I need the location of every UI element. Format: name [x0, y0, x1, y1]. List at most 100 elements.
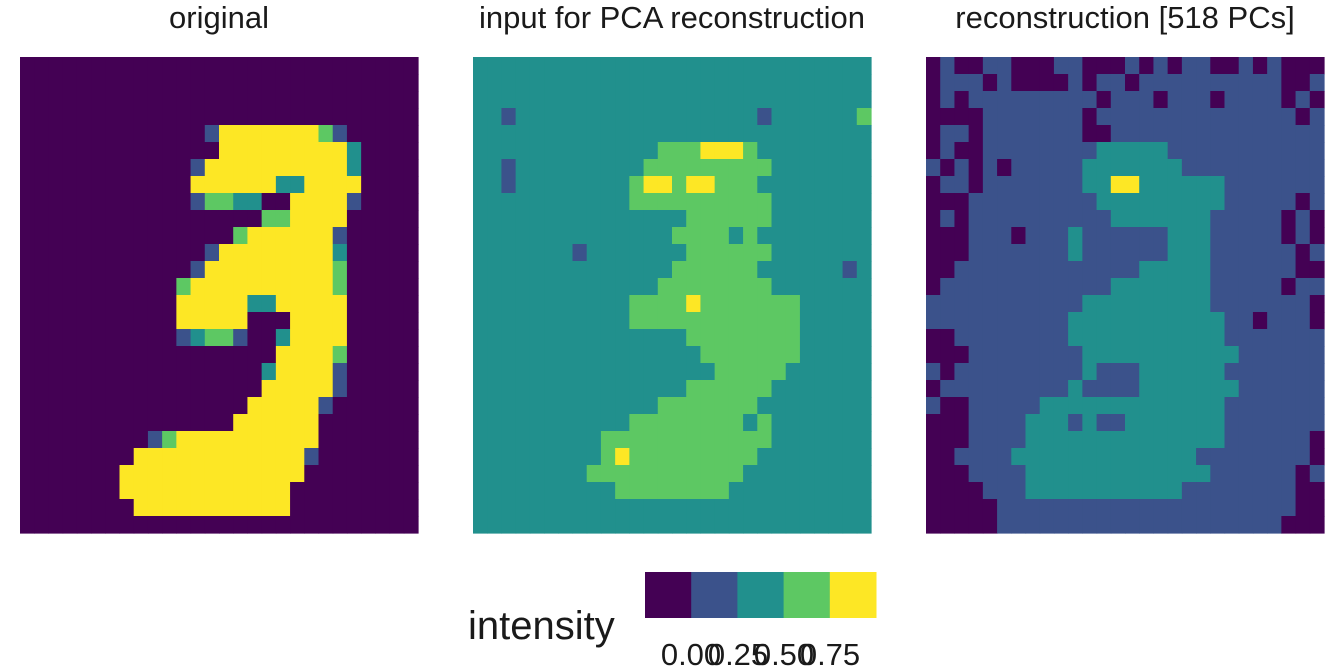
heatmap-cell [982, 159, 998, 177]
heatmap-cell [361, 108, 376, 126]
heatmap-cell [828, 329, 844, 347]
heatmap-cell [1039, 329, 1055, 347]
heatmap-cell [686, 108, 702, 126]
heatmap-cell [1210, 74, 1226, 92]
heatmap-cell [643, 125, 659, 143]
heatmap-cell [1096, 176, 1112, 194]
heatmap-cell [672, 244, 687, 262]
heatmap-cell [20, 125, 35, 143]
heatmap-cell [190, 227, 206, 245]
heatmap-cell [62, 380, 78, 398]
heatmap-cell [828, 261, 844, 279]
heatmap-cell [643, 142, 659, 160]
heatmap-cell [1295, 431, 1311, 449]
heatmap-cell [529, 448, 545, 466]
heatmap-cell [176, 125, 192, 143]
heatmap-cell [389, 499, 405, 517]
heatmap-cell [714, 448, 730, 466]
heatmap-cell [757, 312, 773, 330]
heatmap-cell [1295, 380, 1311, 398]
heatmap-cell [105, 482, 121, 500]
heatmap-cell [615, 329, 630, 347]
heatmap-cell [1025, 108, 1041, 126]
heatmap-cell [1039, 346, 1055, 364]
heatmap-cell [672, 414, 687, 432]
heatmap-cell [629, 142, 645, 160]
heatmap-cell [1267, 125, 1282, 143]
heatmap-cell [247, 142, 263, 160]
heatmap-cell [1082, 482, 1098, 500]
heatmap-cell [997, 431, 1012, 449]
heatmap-cell [147, 108, 163, 126]
heatmap-cell [785, 142, 801, 160]
heatmap-cell [105, 380, 121, 398]
heatmap-cell [1224, 159, 1240, 177]
heatmap-cell [473, 431, 488, 449]
heatmap-cell [657, 227, 673, 245]
heatmap-cell [290, 312, 305, 330]
heatmap-cell [997, 108, 1012, 126]
heatmap-cell [247, 397, 263, 415]
heatmap-cell [743, 363, 758, 381]
heatmap-cell [487, 176, 503, 194]
heatmap-cell [375, 516, 391, 534]
heatmap-cell [318, 108, 334, 126]
heatmap-cell [940, 108, 956, 126]
heatmap-cell [799, 380, 815, 398]
heatmap-cell [926, 448, 941, 466]
heatmap-cell [290, 465, 305, 483]
heatmap-cell [1053, 74, 1069, 92]
heatmap-cell [771, 363, 787, 381]
heatmap-cell [190, 91, 206, 109]
heatmap-cell [204, 431, 220, 449]
heatmap-cell [1011, 465, 1027, 483]
heatmap-cell [515, 431, 531, 449]
heatmap-cell [1082, 159, 1098, 177]
heatmap-cell [261, 227, 277, 245]
heatmap-cell [162, 193, 177, 211]
heatmap-cell [997, 278, 1012, 296]
heatmap-cell [558, 125, 574, 143]
heatmap-cell [615, 431, 630, 449]
heatmap-cell [176, 244, 192, 262]
heatmap-cell [318, 329, 334, 347]
heatmap-cell [1025, 465, 1041, 483]
heatmap-cell [1011, 431, 1027, 449]
heatmap-cell [261, 363, 277, 381]
heatmap-cell [856, 380, 872, 398]
heatmap-cell [757, 414, 773, 432]
heatmap-cell [856, 346, 872, 364]
heatmap-cell [643, 108, 659, 126]
heatmap-cell [515, 261, 531, 279]
heatmap-cell [757, 261, 773, 279]
heatmap-cell [926, 125, 941, 143]
legend-swatch [645, 572, 692, 618]
heatmap-cell [76, 108, 92, 126]
heatmap-cell [940, 57, 956, 75]
heatmap-cell [247, 74, 263, 92]
heatmap-cell [1082, 91, 1098, 109]
heatmap-cell [133, 295, 149, 313]
heatmap-cell [76, 261, 92, 279]
heatmap-cell [544, 465, 559, 483]
heatmap-cell [1238, 142, 1254, 160]
heatmap-cell [1238, 482, 1254, 500]
heatmap-cell [304, 397, 320, 415]
heatmap-cell [926, 159, 941, 177]
heatmap-cell [643, 74, 659, 92]
heatmap-cell [389, 448, 405, 466]
heatmap-cell [529, 363, 545, 381]
heatmap-cell [940, 380, 956, 398]
heatmap-cell [1110, 431, 1126, 449]
heatmap-cell [204, 346, 220, 364]
heatmap-cell [1181, 91, 1197, 109]
heatmap-cell [728, 448, 744, 466]
heatmap-cell [1295, 465, 1311, 483]
heatmap-cell [1309, 499, 1325, 517]
heatmap-cell [290, 227, 305, 245]
heatmap-cell [672, 142, 687, 160]
heatmap-cell [162, 414, 177, 432]
heatmap-cell [968, 261, 984, 279]
heatmap-cell [1252, 210, 1268, 228]
heatmap-cell [785, 108, 801, 126]
